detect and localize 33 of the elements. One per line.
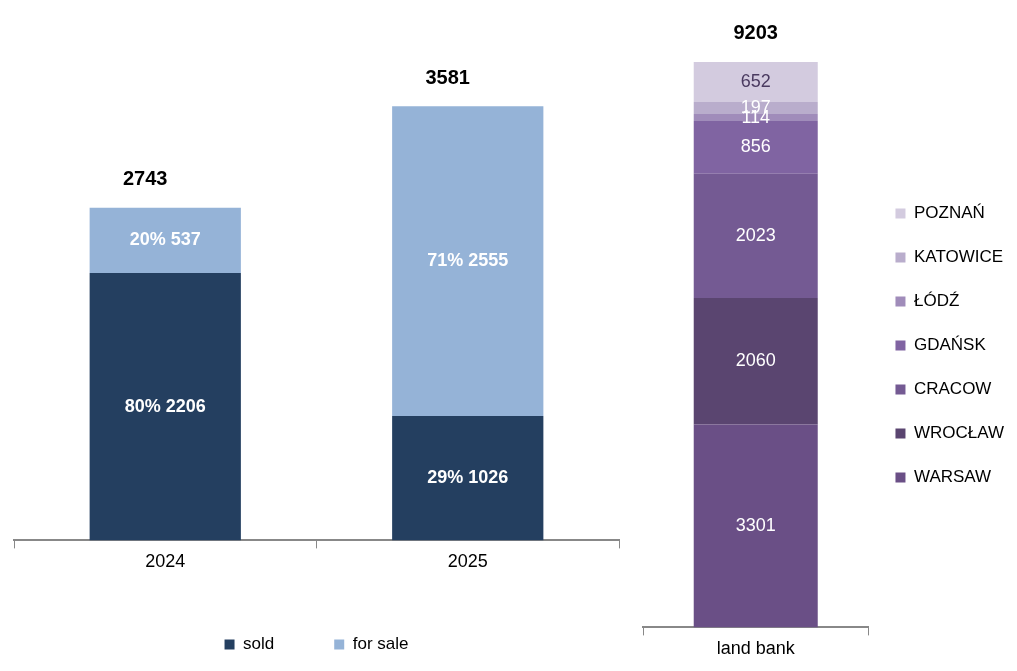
bar [693, 61, 818, 102]
bar [89, 207, 241, 273]
legend-label: for sale [352, 634, 409, 654]
x-tick-label: 2024 [145, 551, 186, 572]
legend-label: GDAŃSK [913, 335, 987, 355]
x-tick-label: land bank [716, 638, 796, 659]
legend-label: CRACOW [913, 379, 992, 399]
legend-label: ŁÓDŹ [913, 291, 960, 311]
bar [693, 121, 818, 174]
legend-label: WARSAW [913, 467, 992, 487]
data-label: 3301 [735, 514, 776, 535]
legend-label: sold [243, 634, 275, 654]
data-label: 20% 537 [129, 229, 201, 250]
data-label: 71% 2555 [427, 250, 509, 271]
x-tick-label: 2025 [447, 551, 488, 572]
data-label: 856 [740, 136, 771, 157]
data-label: 2060 [735, 350, 776, 371]
total-label: 2743 [123, 167, 168, 190]
bar [693, 298, 818, 425]
total-label: 3581 [425, 65, 470, 88]
bar [89, 272, 241, 541]
legend-label: WROCŁAW [913, 423, 1004, 443]
data-label: 652 [740, 70, 771, 91]
bar [693, 173, 818, 298]
bar [392, 106, 544, 416]
bar [392, 415, 544, 541]
data-label: 2023 [735, 224, 776, 245]
bar [693, 424, 818, 628]
legend-label: KATOWICE [913, 247, 1004, 267]
legend-label: POZNAŃ [913, 203, 985, 223]
total-label: 9203 [733, 21, 778, 44]
data-label: 29% 1026 [427, 467, 509, 488]
data-label: 80% 2206 [124, 395, 206, 416]
